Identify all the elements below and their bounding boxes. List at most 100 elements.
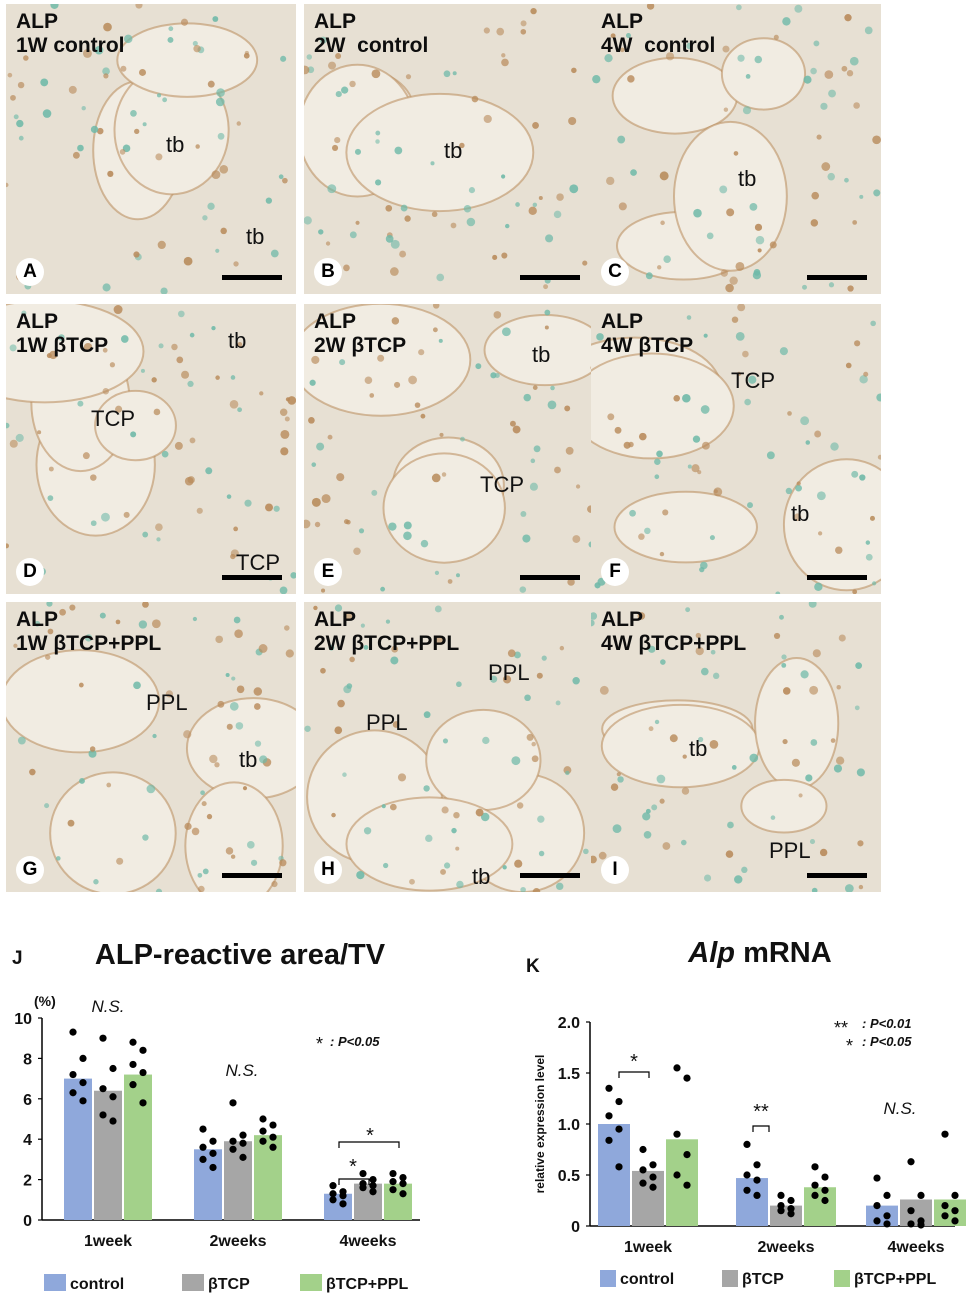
data-point	[229, 1099, 237, 1107]
data-point	[673, 1171, 681, 1179]
micrograph-panel-d: ALP 1W βTCP tb TCP TCP D	[6, 304, 296, 594]
data-point	[99, 1034, 107, 1042]
ns-annotation: N.S.	[883, 1099, 916, 1118]
micrograph-panel-b: ALP 2W control tb B	[304, 4, 594, 294]
bar-control-3	[866, 1205, 898, 1226]
data-point	[683, 1181, 691, 1189]
tissue-label: tb	[738, 166, 757, 191]
data-point	[821, 1173, 829, 1181]
data-point	[199, 1143, 207, 1151]
tissue-label: PPL	[366, 710, 408, 735]
micrograph-panel-i: ALP 4W βTCP+PPL tb PPL I	[591, 602, 881, 892]
legend-sig-symbol: *	[846, 1036, 853, 1056]
data-point	[821, 1186, 829, 1194]
data-point	[69, 1028, 77, 1036]
legend-swatch-3	[834, 1270, 850, 1287]
panel-letter: G	[16, 856, 44, 884]
data-point	[239, 1153, 247, 1161]
sig-star: *	[366, 1125, 374, 1147]
data-point	[359, 1169, 367, 1178]
tissue-label: TCP	[731, 368, 775, 393]
legend-label: control	[70, 1276, 124, 1293]
panel-title: ALP 1W βTCP	[16, 310, 109, 357]
tissue-label: tb	[444, 138, 463, 163]
data-point	[951, 1207, 959, 1215]
micrograph-panel-h: ALP 2W βTCP+PPL PPL PPL tb H	[304, 602, 594, 892]
data-point	[199, 1125, 207, 1133]
data-point	[99, 1085, 107, 1093]
tissue-label: tb	[166, 132, 185, 157]
data-point	[883, 1220, 891, 1228]
panel-title: ALP 4W βTCP+PPL	[601, 608, 747, 655]
bar-tcpppl-3	[384, 1183, 412, 1220]
data-point	[615, 1163, 623, 1171]
panel-letter: F	[601, 558, 629, 586]
tissue-texture	[304, 304, 594, 593]
chart-j-title: ALP-reactive area/TV	[95, 939, 386, 971]
data-point	[79, 1054, 87, 1062]
bar-tcp-2	[224, 1141, 252, 1220]
y-unit-label: (%)	[34, 993, 56, 1009]
panel-letter: I	[601, 856, 629, 884]
x-category-label: 4weeks	[340, 1233, 397, 1250]
data-point	[209, 1137, 217, 1145]
data-point	[753, 1161, 761, 1169]
data-point	[777, 1207, 785, 1215]
data-point	[883, 1191, 891, 1199]
panel-title: ALP 4W βTCP	[601, 310, 694, 357]
data-point	[605, 1084, 613, 1092]
chart-k-title: Alp mRNA	[687, 937, 831, 969]
data-point	[907, 1158, 915, 1166]
data-point	[753, 1176, 761, 1184]
data-point	[389, 1178, 397, 1186]
data-point	[605, 1136, 613, 1144]
y-tick-label: 0	[571, 1219, 580, 1236]
x-category-label: 1week	[84, 1233, 132, 1250]
y-tick-label: 1.0	[558, 1117, 580, 1134]
bar-control-1	[64, 1078, 92, 1220]
tissue-texture	[6, 602, 296, 892]
data-point	[673, 1130, 681, 1138]
data-point	[259, 1137, 267, 1145]
micrograph-panel-e: ALP 2W βTCP tb TCP E	[304, 304, 594, 594]
data-point	[209, 1149, 217, 1157]
y-tick-label: 10	[14, 1011, 32, 1028]
bar-tcpppl-1	[124, 1074, 152, 1220]
data-point	[129, 1038, 137, 1046]
data-point	[941, 1202, 949, 1210]
panel-title: ALP 1W βTCP+PPL	[16, 608, 162, 655]
tissue-texture	[6, 304, 296, 594]
bar-control-1	[598, 1124, 630, 1226]
data-point	[811, 1181, 819, 1189]
data-point	[139, 1099, 147, 1107]
y-axis-label: relative expression level	[533, 1055, 547, 1194]
data-point	[639, 1166, 647, 1174]
data-point	[329, 1190, 337, 1198]
data-point	[369, 1182, 377, 1190]
bar-tcp-3	[354, 1183, 382, 1220]
tissue-label: tb	[532, 342, 551, 367]
data-point	[907, 1220, 915, 1228]
data-point	[743, 1171, 751, 1179]
charts-area: J ALP-reactive area/TV (%) 0 2 4 6 8 10 1week 2wee…	[12, 937, 966, 1293]
data-point	[683, 1151, 691, 1159]
ns-annotation: N.S.	[91, 997, 124, 1016]
data-point	[109, 1093, 117, 1101]
bar-tcpppl-2	[804, 1187, 836, 1226]
scale-bar	[222, 575, 282, 580]
data-point	[79, 1097, 87, 1105]
panel-letter-k: K	[526, 956, 540, 977]
sig-star: *	[630, 1051, 638, 1073]
y-tick-label: 0	[23, 1213, 32, 1230]
bar-tcp-1	[632, 1170, 664, 1226]
legend-swatch-1	[44, 1274, 66, 1291]
data-point	[229, 1137, 237, 1145]
data-point	[683, 1074, 691, 1082]
data-point	[139, 1068, 147, 1077]
panel-letter: E	[314, 558, 342, 586]
bar-control-3	[324, 1193, 352, 1220]
scale-bar	[520, 575, 580, 580]
data-point	[787, 1205, 795, 1213]
tissue-label: tb	[791, 501, 810, 526]
x-category-label: 1week	[624, 1239, 672, 1256]
